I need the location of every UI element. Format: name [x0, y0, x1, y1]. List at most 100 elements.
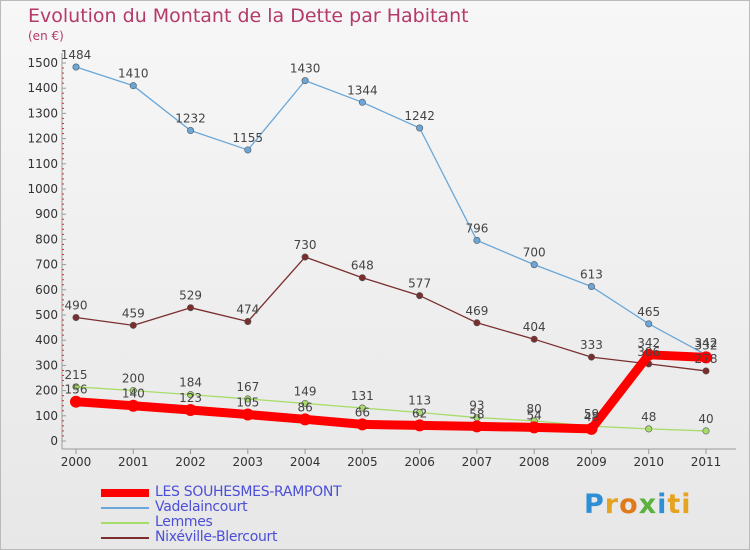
chart-title: Evolution du Montant de la Dette par Hab… — [28, 5, 469, 27]
x-tick-label: 2005 — [347, 455, 378, 469]
data-point — [127, 399, 140, 412]
data-label: 80 — [527, 402, 542, 416]
y-tick-label: 1000 — [27, 182, 58, 196]
data-point — [473, 236, 481, 244]
data-label: 490 — [65, 299, 88, 313]
data-label: 577 — [408, 277, 431, 291]
data-label: 404 — [523, 320, 546, 334]
data-point — [187, 391, 195, 399]
data-point — [358, 98, 366, 106]
data-point — [70, 395, 82, 408]
x-tick-label: 2007 — [462, 455, 493, 469]
data-label: 730 — [294, 238, 317, 252]
legend: LES SOUHESMES-RAMPONT Vadelaincourt Lemm… — [101, 484, 401, 545]
x-tick-label: 2001 — [118, 455, 149, 469]
y-tick-label: 0 — [50, 434, 58, 448]
data-label: 700 — [523, 246, 546, 260]
x-tick-label: 2011 — [691, 455, 722, 469]
legend-swatch — [101, 507, 149, 509]
y-tick-label: 900 — [35, 207, 58, 221]
data-point — [530, 335, 538, 343]
x-tick-label: 2009 — [576, 455, 607, 469]
x-tick-label: 2002 — [175, 455, 206, 469]
data-point — [645, 425, 653, 433]
data-point — [187, 304, 195, 312]
data-point — [244, 318, 252, 326]
y-tick-label: 1100 — [27, 157, 58, 171]
data-label: 342 — [637, 336, 660, 350]
data-point — [358, 274, 366, 282]
legend-item: LES SOUHESMES-RAMPONT — [101, 484, 401, 500]
data-label: 333 — [580, 338, 603, 352]
x-tick-label: 2004 — [290, 455, 321, 469]
data-point — [129, 321, 137, 329]
data-point — [187, 127, 195, 135]
data-label: 613 — [580, 268, 603, 282]
data-point — [413, 419, 426, 432]
data-point — [530, 261, 538, 269]
data-point — [72, 314, 80, 322]
legend-label: Lemmes — [155, 514, 213, 530]
data-label: 184 — [179, 376, 202, 390]
data-point — [299, 413, 312, 426]
y-tick-label: 100 — [35, 409, 58, 423]
data-point — [528, 421, 541, 434]
data-point — [587, 283, 595, 291]
x-tick-label: 2000 — [61, 455, 92, 469]
y-tick-label: 1300 — [27, 106, 58, 120]
data-label: 200 — [122, 372, 145, 386]
y-tick-label: 400 — [35, 333, 58, 347]
data-point — [642, 348, 655, 361]
data-label: 529 — [179, 289, 202, 303]
x-tick-label: 2010 — [633, 455, 664, 469]
data-point — [585, 422, 598, 435]
data-label: 156 — [65, 383, 88, 397]
y-tick-label: 1400 — [27, 81, 58, 95]
data-point — [241, 408, 254, 421]
data-point — [356, 418, 369, 431]
data-label: 459 — [122, 306, 145, 320]
legend-swatch — [101, 522, 149, 524]
data-point — [301, 399, 309, 407]
data-label: 123 — [179, 391, 202, 405]
data-label: 332 — [695, 338, 718, 352]
data-label: 66 — [355, 405, 370, 419]
data-point — [244, 395, 252, 403]
x-tick-label: 2008 — [519, 455, 550, 469]
y-tick-label: 500 — [35, 308, 58, 322]
data-label: 1232 — [175, 112, 206, 126]
data-label: 105 — [236, 396, 259, 410]
data-label: 167 — [236, 380, 259, 394]
data-point — [244, 146, 252, 154]
data-point — [184, 404, 197, 417]
data-point — [416, 124, 424, 132]
data-point — [645, 320, 653, 328]
data-point — [587, 353, 595, 361]
legend-item: Lemmes — [101, 514, 401, 530]
data-label: 648 — [351, 259, 374, 273]
data-label: 58 — [469, 407, 484, 421]
data-label: 59 — [584, 407, 599, 421]
data-point — [301, 77, 309, 85]
series-line — [75, 256, 707, 372]
legend-swatch — [101, 489, 149, 497]
data-label: 215 — [65, 368, 88, 382]
data-point — [72, 63, 80, 71]
data-label: 1484 — [61, 48, 92, 62]
data-label: 86 — [297, 400, 312, 414]
data-label: 474 — [236, 303, 259, 317]
data-point — [358, 404, 366, 412]
legend-label: LES SOUHESMES-RAMPONT — [155, 484, 342, 500]
y-tick-label: 1200 — [27, 132, 58, 146]
data-label: 40 — [698, 412, 713, 426]
series-line — [71, 350, 711, 434]
x-tick-label: 2003 — [233, 455, 264, 469]
y-tick-label: 700 — [35, 258, 58, 272]
y-tick-label: 200 — [35, 384, 58, 398]
data-label: 306 — [637, 345, 660, 359]
data-label: 465 — [637, 305, 660, 319]
data-label: 1410 — [118, 67, 149, 81]
data-point — [129, 82, 137, 90]
